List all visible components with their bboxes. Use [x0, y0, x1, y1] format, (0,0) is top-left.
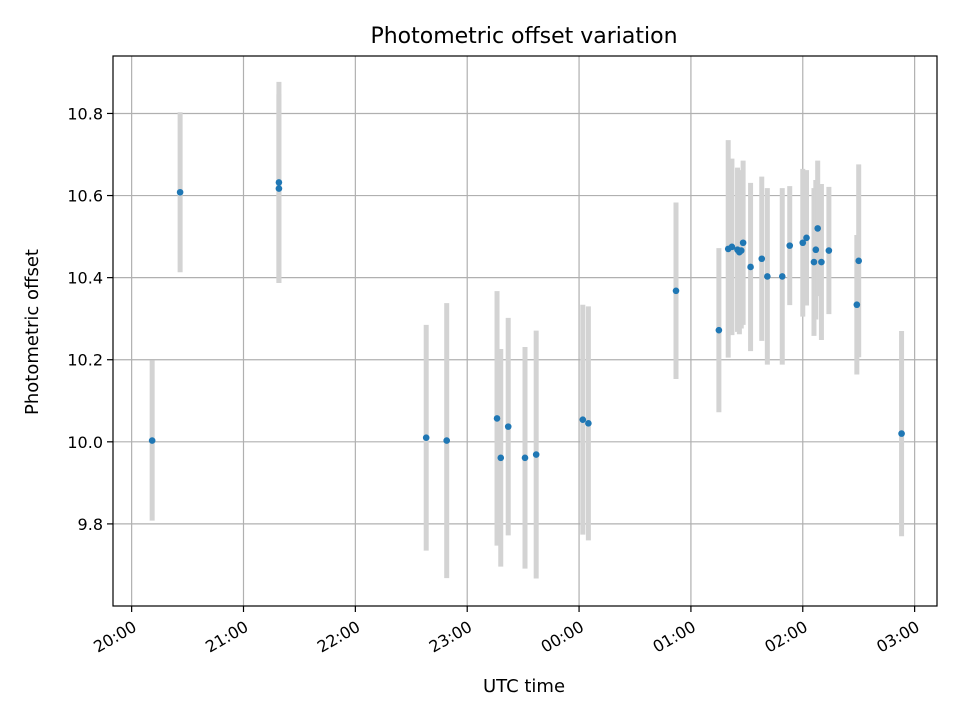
- chart-title: Photometric offset variation: [370, 24, 677, 49]
- data-point: [672, 287, 680, 295]
- data-point: [728, 243, 736, 251]
- data-point: [422, 434, 430, 442]
- y-tick-label: 10.8: [67, 104, 103, 123]
- data-point: [521, 454, 529, 462]
- data-point: [855, 257, 863, 265]
- data-point: [799, 239, 807, 247]
- data-point: [739, 239, 747, 247]
- data-point: [825, 247, 833, 254]
- y-tick-label: 9.8: [78, 515, 103, 534]
- data-point: [493, 415, 501, 422]
- data-point: [803, 234, 810, 242]
- data-point: [853, 301, 861, 309]
- data-point: [148, 437, 156, 444]
- data-point: [814, 225, 821, 232]
- y-tick-label: 10.0: [67, 433, 103, 452]
- y-tick-label: 10.2: [67, 351, 103, 370]
- y-axis-ticks: 9.8 10.0 10.2 10.4 10.6 10.8: [67, 104, 113, 534]
- data-point: [758, 255, 766, 263]
- data-points: [148, 179, 905, 462]
- data-point: [818, 258, 825, 266]
- data-point: [747, 263, 754, 271]
- data-point: [579, 416, 587, 423]
- data-point: [532, 451, 540, 458]
- y-tick-label: 10.6: [67, 187, 103, 206]
- y-tick-label: 10.4: [67, 269, 103, 288]
- x-axis-title: UTC time: [483, 676, 565, 697]
- data-point: [497, 454, 505, 462]
- data-point: [812, 246, 820, 254]
- data-point: [275, 185, 283, 192]
- data-point: [504, 423, 512, 430]
- data-point: [778, 273, 786, 280]
- data-point: [764, 273, 771, 280]
- data-point: [443, 437, 451, 444]
- data-point: [737, 247, 745, 254]
- data-point: [275, 179, 283, 186]
- plot-frame: [112, 55, 938, 607]
- data-point: [176, 188, 184, 196]
- y-axis-title: Photometric offset: [22, 249, 43, 415]
- data-point: [715, 326, 723, 334]
- data-point: [585, 420, 592, 427]
- data-point: [898, 430, 905, 437]
- data-point: [810, 258, 818, 266]
- data-point: [786, 242, 794, 249]
